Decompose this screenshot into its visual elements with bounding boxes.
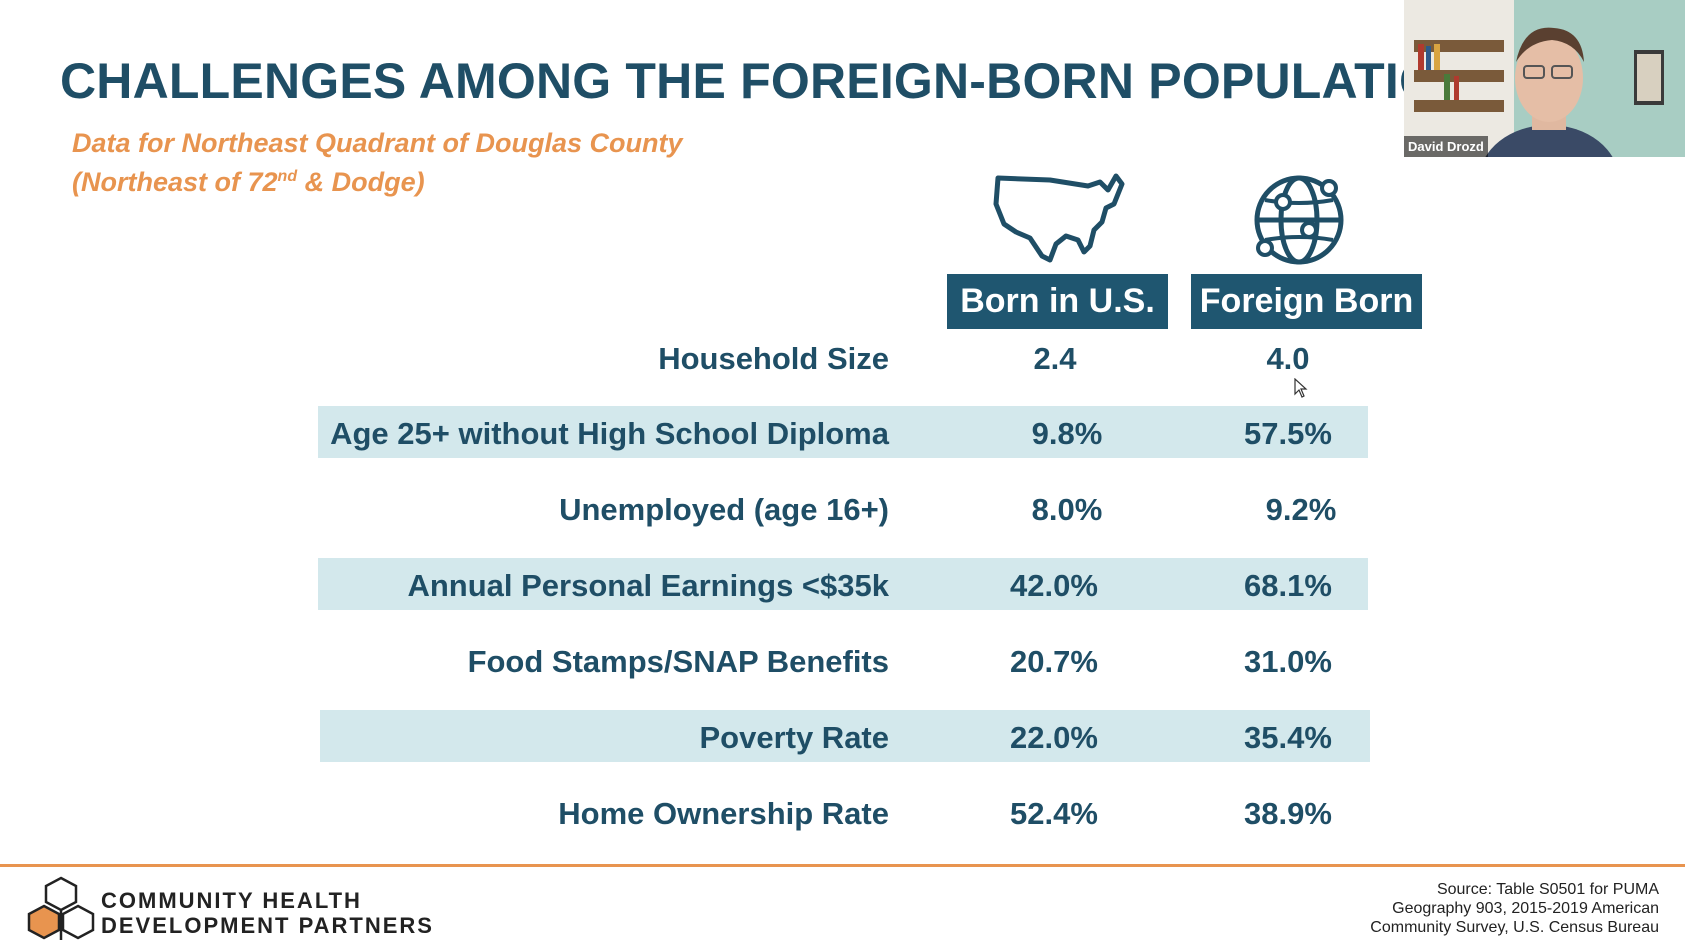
value-foreign-born: 31.0%: [1244, 644, 1332, 679]
row-label: Poverty Rate: [699, 720, 889, 755]
organization-logo-text: COMMUNITY HEALTH DEVELOPMENT PARTNERS: [101, 888, 434, 938]
value-foreign-born: 4.0: [1266, 341, 1310, 376]
row-label: Age 25+ without High School Diploma: [330, 416, 889, 451]
value-born-in-us: 8.0%: [1031, 492, 1103, 527]
value-born-in-us: 22.0%: [1010, 720, 1098, 755]
row-band-diploma: [318, 406, 1368, 458]
row-label: Household Size: [658, 341, 889, 376]
participant-video-tile[interactable]: David Drozd: [1404, 0, 1685, 157]
value-born-in-us: 9.8%: [1031, 416, 1103, 451]
mouse-cursor-icon: [1294, 378, 1308, 398]
participant-video-frame: [1404, 0, 1685, 157]
value-born-in-us: 52.4%: [1010, 796, 1098, 831]
slide-subtitle: Data for Northeast Quadrant of Douglas C…: [72, 126, 683, 199]
participant-name-label: David Drozd: [1404, 136, 1488, 157]
chdp-logo-icon: [27, 876, 95, 940]
value-born-in-us: 20.7%: [1010, 644, 1098, 679]
column-header-foreign-born: Foreign Born: [1191, 274, 1422, 329]
row-label: Food Stamps/SNAP Benefits: [467, 644, 889, 679]
row-band-earnings: [318, 558, 1368, 610]
row-label: Unemployed (age 16+): [559, 492, 889, 527]
value-born-in-us: 2.4: [1033, 341, 1077, 376]
value-foreign-born: 57.5%: [1244, 416, 1332, 451]
subtitle-line-1: Data for Northeast Quadrant of Douglas C…: [72, 128, 683, 158]
source-citation: Source: Table S0501 for PUMA Geography 9…: [1370, 881, 1659, 936]
column-header-born-in-us: Born in U.S.: [947, 274, 1168, 329]
value-foreign-born: 68.1%: [1244, 568, 1332, 603]
row-label: Annual Personal Earnings <$35k: [407, 568, 889, 603]
usa-map-icon: [993, 173, 1125, 263]
row-label: Home Ownership Rate: [558, 796, 889, 831]
value-born-in-us: 42.0%: [1010, 568, 1098, 603]
slide-title: CHALLENGES AMONG THE FOREIGN-BORN POPULA…: [60, 53, 1475, 109]
row-band-poverty: [320, 710, 1370, 762]
subtitle-line-2: (Northeast of 72nd & Dodge): [72, 167, 425, 197]
footer-divider: [0, 864, 1685, 867]
value-foreign-born: 35.4%: [1244, 720, 1332, 755]
value-foreign-born: 9.2%: [1265, 492, 1337, 527]
value-foreign-born: 38.9%: [1244, 796, 1332, 831]
globe-icon: [1254, 175, 1344, 265]
